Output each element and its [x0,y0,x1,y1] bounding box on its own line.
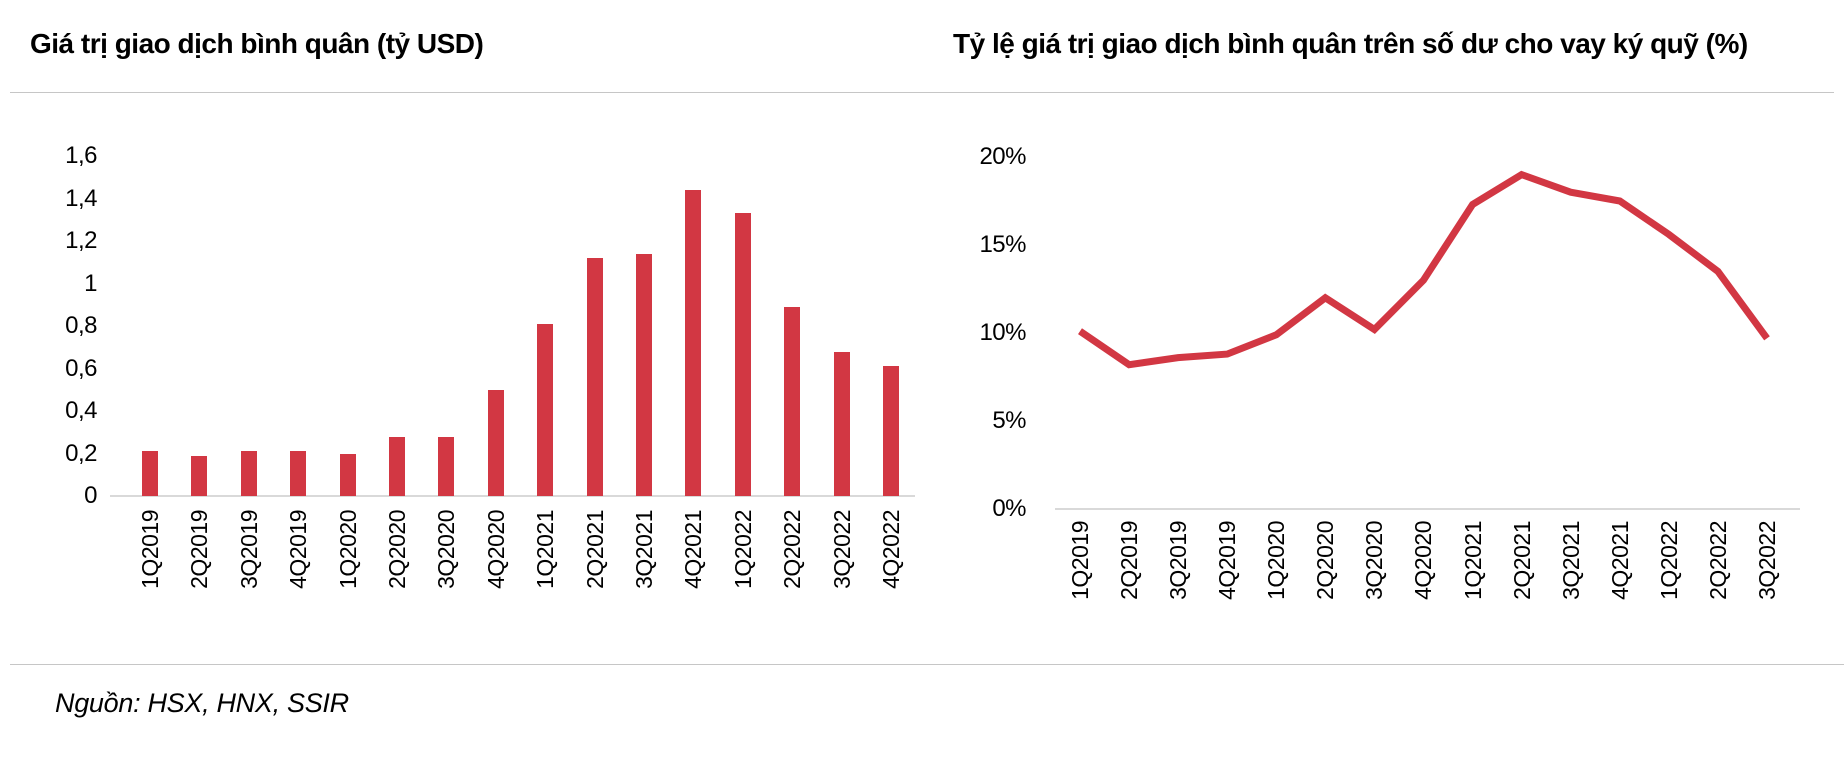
line-chart-x-tick-label: 2Q2019 [1116,521,1143,600]
footer-divider [10,664,1844,665]
bar-chart-x-tick-label: 3Q2021 [631,510,657,589]
line-chart-y-tick-label: 0% [992,495,1026,522]
line-chart-x-tick-label: 3Q2021 [1557,521,1584,600]
bar-chart-x-tick-label: 4Q2020 [482,510,509,589]
line-chart-title: Tỷ lệ giá trị giao dịch bình quân trên s… [953,28,1748,59]
line-chart-x-tick-label: 3Q2020 [1361,521,1388,600]
line-chart-x-tick-label: 2Q2020 [1312,521,1339,600]
bar [636,253,652,496]
bar-chart-x-tick-label: 1Q2021 [532,510,559,589]
line-chart-x-tick-label: 4Q2019 [1214,521,1241,600]
line-chart-y-tick-label: 15% [979,231,1026,258]
bar-chart-x-tick-label: 1Q2019 [137,510,163,589]
bar-chart-y-tick-label: 1 [84,269,97,297]
bar-chart-y-tick-label: 0 [84,482,97,509]
bar [734,213,751,496]
bar-chart-title: Giá trị giao dịch bình quân (tỷ USD) [30,28,484,59]
bar [142,451,158,496]
line-chart-x-tick-label: 1Q2021 [1459,521,1486,600]
bar-chart-y-tick-label: 1,6 [65,142,97,169]
line-chart-x-tick-label: 4Q2020 [1410,521,1437,600]
bar [487,389,504,496]
bar [389,436,405,496]
bar [339,453,356,496]
bar-chart-y-tick-label: 1,2 [65,227,97,254]
source-note: Nguồn: HSX, HNX, SSIR [55,688,349,718]
line-chart-y-tick-label: 10% [979,319,1026,346]
line-chart-x-tick-label: 3Q2019 [1165,521,1192,600]
line-chart-x-tick-label: 4Q2021 [1606,521,1633,600]
bar-chart-x-tick-label: 3Q2019 [235,510,262,589]
bar [240,451,257,496]
bar-chart-y-tick-label: 0,6 [65,354,97,382]
bar [784,306,801,496]
bar-chart-x-tick-label: 4Q2019 [285,510,312,589]
bar-chart-x-tick-label: 3Q2020 [433,510,460,589]
bar-chart-x-tick-label: 1Q2020 [334,510,361,589]
line-chart-x-tick-label: 2Q2021 [1508,521,1535,600]
bar [883,366,899,496]
bar-chart-x-axis-line [110,495,915,497]
line-chart-x-tick-label: 1Q2019 [1067,521,1093,600]
bar-chart-y-tick-label: 1,4 [65,184,97,212]
bar-chart-x-tick-label: 4Q2022 [878,510,904,589]
line-chart-x-tick-label: 1Q2020 [1263,521,1290,600]
line-chart-y-tick-label: 5% [992,407,1026,434]
bar-chart-x-tick-label: 2Q2019 [186,510,213,589]
bar-chart-x-tick-label: 3Q2022 [828,510,855,589]
bar [290,451,307,496]
bar-chart-x-tick-label: 2Q2021 [581,510,608,589]
line-chart-x-tick-label: 3Q2022 [1753,521,1780,600]
bar-chart-x-tick-label: 2Q2020 [384,510,410,589]
bar-chart-x-tick-label: 2Q2022 [779,510,806,589]
bar [438,436,455,496]
bar [586,258,603,496]
title-divider [10,92,1834,93]
line-chart-x-tick-label: 2Q2022 [1704,521,1731,600]
line-chart-x-axis-line [1055,508,1800,510]
bar-chart-x-tick-label: 4Q2021 [680,510,707,589]
bar [685,190,702,496]
bar-chart-y-tick-label: 0,4 [65,397,97,424]
bar-chart-y-tick-label: 0,8 [65,312,97,339]
ratio-line-plot [1078,170,1770,369]
bar-chart-x-tick-label: 1Q2022 [729,510,756,589]
line-chart-y-tick-label: 20% [979,143,1026,170]
bar [191,455,208,496]
bar [537,323,554,496]
bar [833,351,850,496]
bar-chart-y-tick-label: 0,2 [65,439,97,467]
line-chart-x-tick-label: 1Q2022 [1655,521,1682,600]
ratio-line-path [1078,170,1770,369]
